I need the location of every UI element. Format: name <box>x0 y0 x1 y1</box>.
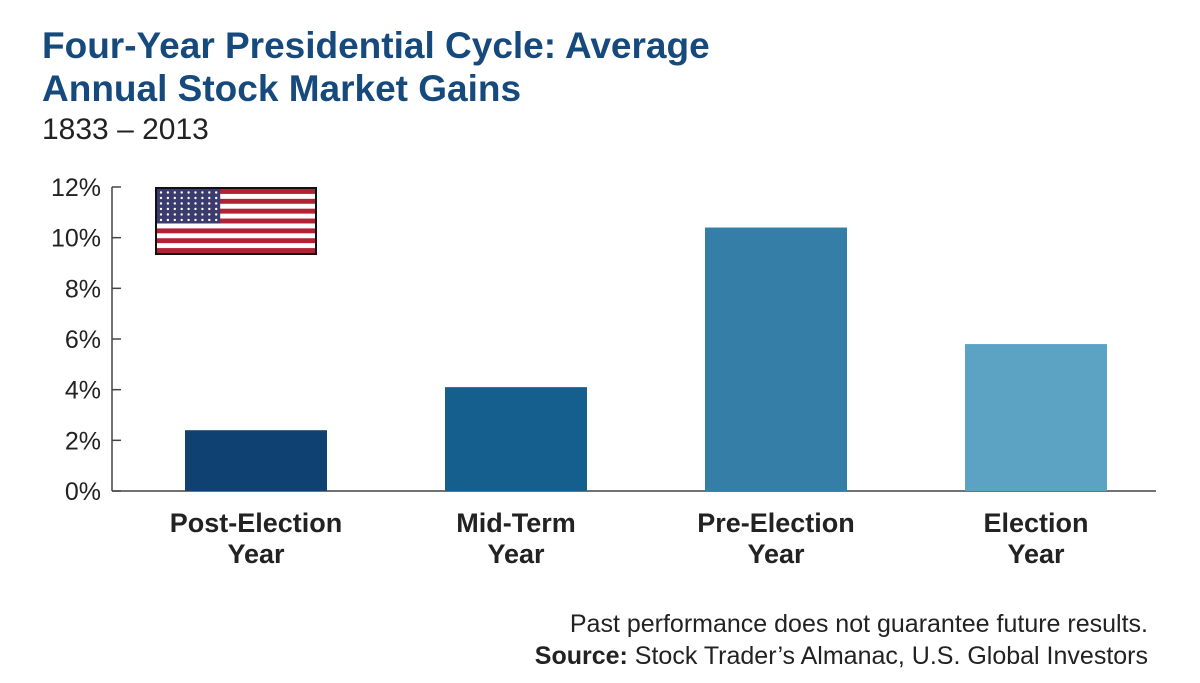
x-tick-label: Election Year <box>916 508 1156 570</box>
source-text: Stock Trader’s Almanac, U.S. Global Inve… <box>627 642 1148 670</box>
source-line: Source: Stock Trader’s Almanac, U.S. Glo… <box>535 640 1148 672</box>
x-tick-label: Mid-Term Year <box>396 508 636 570</box>
y-tick-label: 4% <box>65 377 101 405</box>
x-tick-label-line: Year <box>747 539 805 569</box>
y-tick-label: 12% <box>51 174 101 202</box>
x-tick-label-line: Mid-Term <box>456 508 576 538</box>
bar <box>445 387 587 491</box>
y-tick-label: 0% <box>65 478 101 506</box>
x-tick-label: Pre-Election Year <box>656 508 896 570</box>
x-tick-label-line: Pre-Election <box>697 508 855 538</box>
disclaimer-text: Past performance does not guarantee futu… <box>569 610 1148 638</box>
y-tick-label: 6% <box>65 326 101 354</box>
y-tick-label: 10% <box>51 225 101 253</box>
bar <box>185 430 327 491</box>
x-tick-label-line: Year <box>1007 539 1065 569</box>
y-tick-label: 8% <box>65 275 101 303</box>
bar <box>705 227 847 492</box>
chart-title-line-1: Four-Year Presidential Cycle: Average <box>42 25 710 66</box>
chart-subtitle: 1833 – 2013 <box>42 113 209 146</box>
chart-title: Four-Year Presidential Cycle: Average An… <box>42 24 1042 110</box>
x-tick-label-line: Post-Election <box>169 508 343 538</box>
chart-title-line-2: Annual Stock Market Gains <box>42 68 522 109</box>
source-label: Source: <box>534 642 628 670</box>
bar <box>965 344 1107 491</box>
footnote: Past performance does not guarantee futu… <box>535 608 1148 672</box>
x-tick-label: Post-Election Year <box>136 508 376 570</box>
x-tick-label-line: Year <box>487 539 545 569</box>
y-tick-label: 2% <box>65 427 101 455</box>
x-tick-label-line: Election <box>983 508 1089 538</box>
x-tick-label-line: Year <box>227 539 285 569</box>
us-flag-icon <box>155 187 317 255</box>
